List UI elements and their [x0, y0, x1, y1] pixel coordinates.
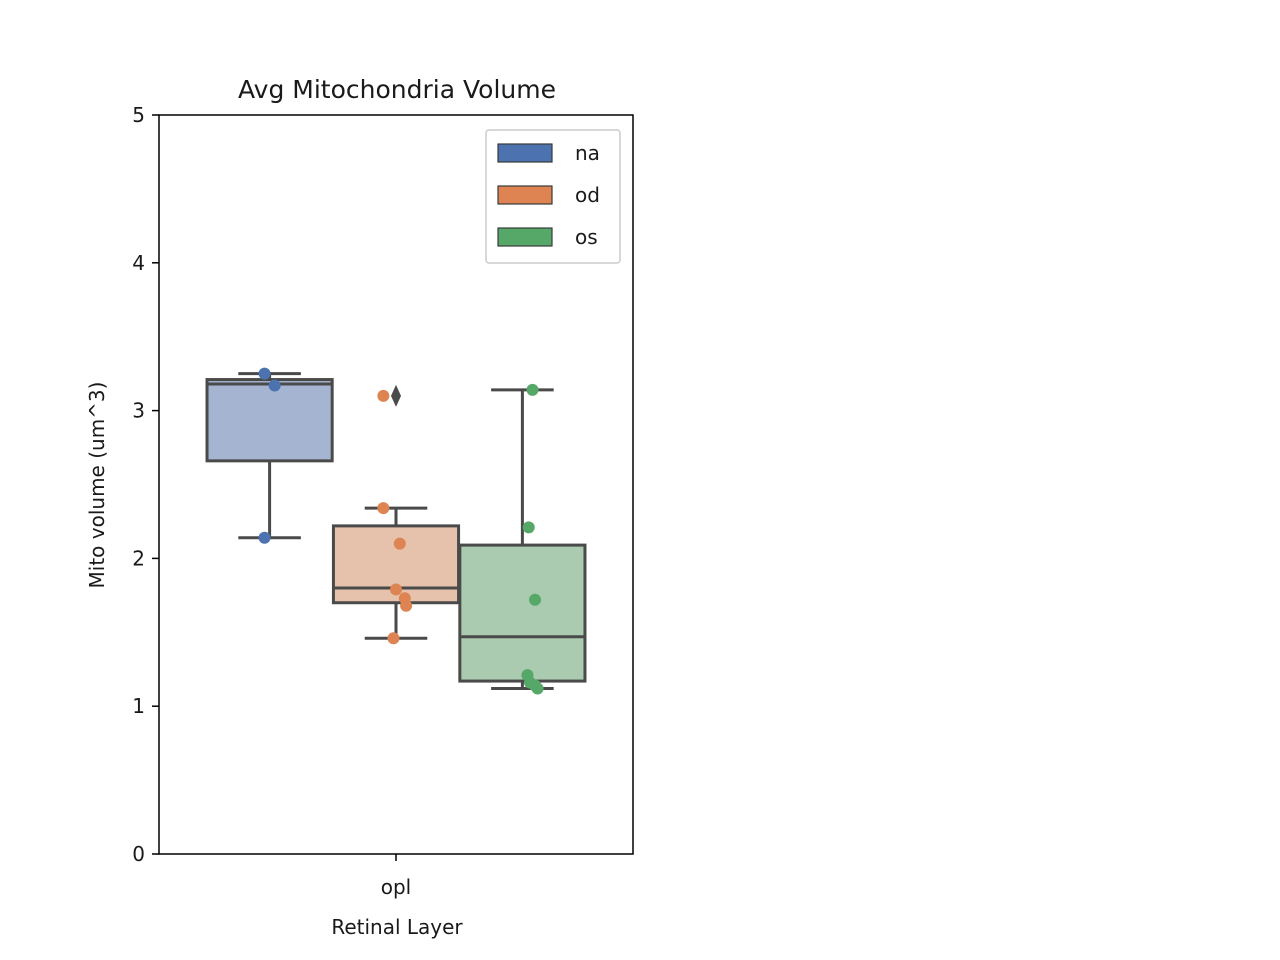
- y-tick-label: 0: [132, 842, 145, 866]
- x-tick-label: opl: [381, 875, 412, 899]
- y-tick-label: 4: [132, 251, 145, 275]
- y-tick-label: 3: [132, 399, 145, 423]
- outlier-marker: [391, 384, 401, 407]
- axes: 0 1 2 3 4 5 opl: [132, 103, 411, 899]
- legend-swatch-na: [497, 143, 553, 163]
- y-tick-label: 5: [132, 103, 145, 127]
- legend-label-od: od: [575, 183, 600, 207]
- data-point: [387, 632, 400, 645]
- legend: na od os: [485, 129, 621, 264]
- data-point: [390, 583, 402, 596]
- x-axis-label: Retinal Layer: [331, 915, 463, 939]
- y-tick-label: 1: [132, 694, 145, 718]
- legend-label-na: na: [575, 141, 600, 165]
- data-point: [526, 383, 539, 396]
- box-iqr: [458, 543, 587, 683]
- data-point: [377, 502, 390, 515]
- box-group-os: [458, 383, 587, 695]
- data-point: [531, 682, 544, 695]
- data-point: [400, 599, 413, 612]
- data-point: [258, 367, 271, 380]
- data-point: [393, 537, 406, 550]
- data-point: [522, 521, 535, 534]
- chart-title: Avg Mitochondria Volume: [238, 75, 556, 104]
- data-point: [258, 531, 271, 544]
- box-group-na: [205, 367, 334, 544]
- plot-area: [205, 367, 587, 695]
- legend-swatch-os: [497, 227, 553, 247]
- y-tick-label: 2: [132, 546, 145, 570]
- box-iqr: [205, 378, 334, 463]
- box-group-od: [331, 384, 461, 645]
- data-point: [268, 379, 281, 392]
- data-point: [529, 593, 542, 606]
- legend-label-os: os: [575, 225, 598, 249]
- data-point: [377, 389, 390, 402]
- legend-swatch-od: [497, 185, 553, 205]
- y-axis-label: Mito volume (um^3): [85, 382, 109, 589]
